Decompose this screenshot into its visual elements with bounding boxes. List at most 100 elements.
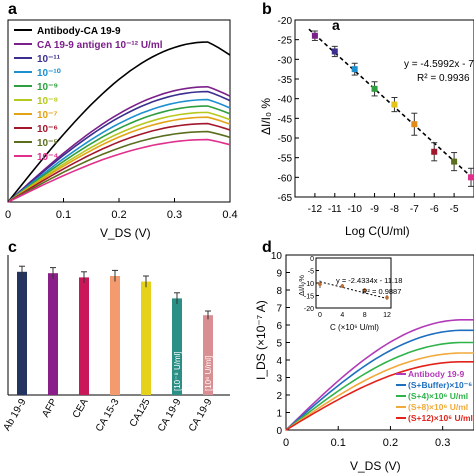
inset-ytick-label: -10 bbox=[304, 281, 314, 288]
panel-d-ytick-label: 10 bbox=[271, 251, 283, 262]
panel-b-xtick-label: -8 bbox=[390, 204, 399, 215]
panel-d-legend-label: (S+8)×10⁶ U/ml bbox=[408, 402, 468, 412]
panel-a-curve bbox=[7, 138, 231, 203]
panel-c-bar bbox=[172, 298, 182, 395]
panel-letter-b: b bbox=[262, 1, 272, 18]
panel-d-ytick-label: 3 bbox=[276, 374, 282, 385]
panel-d-ytick-label: 0 bbox=[276, 426, 282, 437]
inset-point bbox=[385, 295, 389, 300]
panel-a-legend-label: 10⁻¹⁰ bbox=[37, 68, 61, 79]
panel-c-category-label: AFP bbox=[40, 397, 59, 420]
panel-a-legend-label: 10⁻⁶ bbox=[37, 124, 58, 135]
panel-d-xtick-label: 0.2 bbox=[383, 437, 398, 449]
panel-c-bar bbox=[141, 281, 151, 395]
inset-point bbox=[362, 288, 367, 292]
panel-a-curve bbox=[7, 90, 231, 203]
panel-b-ytick-label: -60 bbox=[278, 173, 293, 184]
panel-letter-d: d bbox=[262, 239, 272, 256]
panel-a-xtick-label: 0.1 bbox=[56, 209, 71, 221]
panel-b-ytick-label: -65 bbox=[278, 193, 293, 204]
inset-point bbox=[340, 284, 345, 288]
panel-b-point bbox=[371, 85, 378, 92]
panel-c-category-label: CA 15-3 bbox=[94, 397, 122, 434]
panel-a-curve bbox=[7, 111, 231, 203]
panel-b-ytick-label: -25 bbox=[278, 36, 293, 47]
panel-b-ytick-label: -40 bbox=[278, 95, 293, 106]
panel-a-curve bbox=[7, 105, 231, 203]
panel-d-legend-label: (S+4)×10⁶ U/ml bbox=[408, 391, 468, 401]
panel-d-ytick-label: 2 bbox=[276, 391, 282, 402]
panel-c-bar bbox=[79, 277, 89, 395]
panel-b-point bbox=[331, 48, 338, 55]
inset-ytick-label: 0 bbox=[310, 256, 314, 263]
panel-d-legend-label: (S+Buffer)×10⁻⁶ bbox=[408, 380, 472, 390]
panel-b-r2: R² = 0.9936 bbox=[417, 73, 470, 84]
panel-b-xtick-label: -5 bbox=[450, 204, 459, 215]
panel-c-bar bbox=[17, 271, 27, 395]
panel-a-legend-label: 10⁻⁹ bbox=[37, 82, 58, 93]
panel-c-bar bbox=[110, 276, 120, 395]
inset-r2: R² = 0.9887 bbox=[362, 287, 401, 296]
panel-d-curve bbox=[285, 352, 474, 431]
panel-b-point bbox=[391, 101, 398, 108]
panel-b-ytick-label: -35 bbox=[278, 75, 293, 86]
panel-b-frame bbox=[294, 19, 474, 198]
panel-c-category-label: CA 19-9 bbox=[187, 397, 215, 434]
panel-b-ytick-label: -45 bbox=[278, 114, 293, 125]
panel-a-legend-label: 10⁻¹¹ bbox=[37, 54, 61, 65]
panel-b-ytick-label: -20 bbox=[278, 16, 293, 27]
panel-d-ytick-label: 6 bbox=[276, 321, 282, 332]
panel-d-ytick-label: 8 bbox=[276, 286, 282, 297]
panel-d-ytick-label: 9 bbox=[276, 269, 282, 280]
panel-c-category-label: CEA bbox=[71, 397, 91, 421]
panel-c-bar-label: [10⁻⁸ U/ml] bbox=[173, 351, 182, 391]
panel-c-category-label: CA125 bbox=[128, 397, 153, 429]
panel-d-ytick-label: 7 bbox=[276, 304, 282, 315]
panel-d-ytick-label: 5 bbox=[276, 339, 282, 350]
panel-b-point bbox=[351, 66, 358, 73]
inset-fit-equation: y = -2.4334x - 11.18 bbox=[336, 276, 402, 285]
panel-d-curve bbox=[285, 341, 474, 431]
panel-b-xtick-label: -10 bbox=[347, 204, 362, 215]
panel-d-xlabel: V_DS (V) bbox=[350, 459, 401, 473]
panel-b-xtick-label: -7 bbox=[410, 204, 419, 215]
panel-c-category-label: CA 19-9 bbox=[156, 397, 184, 434]
panel-d-ytick-label: 4 bbox=[276, 356, 282, 367]
panel-c-plot: Ab 19-9 AFP CEA CA 15-3 CA125 CA 19-9[10⁻⁸ U/… bbox=[2, 255, 230, 434]
panel-a-curve bbox=[7, 122, 231, 203]
panel-b-ytick-label: -50 bbox=[278, 134, 293, 145]
panel-b-point bbox=[411, 121, 418, 128]
panel-b-plot: -20 -25 -30 -35 -40 -45 -50 -55 -60 -65 -12 -11 -10… bbox=[259, 16, 474, 238]
panel-a-curve bbox=[7, 41, 231, 203]
panel-d-ytick-label: 1 bbox=[276, 409, 282, 420]
panel-c-bar bbox=[48, 273, 58, 395]
panel-a-legend-label: 10⁻⁸ bbox=[37, 96, 58, 107]
inset-ytick-label: -15 bbox=[304, 294, 314, 301]
inset-xlabel: C (×10⁶ U/ml) bbox=[330, 323, 379, 332]
panel-a-xtick-label: 0.2 bbox=[111, 209, 126, 221]
panel-c-bar-label: [10⁶ U/ml] bbox=[204, 356, 213, 391]
panel-a-legend-label: CA 19-9 antigen 10⁻¹² U/ml bbox=[37, 40, 163, 51]
inset-ylabel: ΔI/I₀% bbox=[297, 275, 306, 296]
inset-fit-line bbox=[319, 281, 388, 299]
panel-d-curve bbox=[285, 360, 474, 431]
panel-a-xtick-label: 0.4 bbox=[222, 209, 237, 221]
panel-a-plot: Antibody-CA 19-9 CA 19-9 antigen 10⁻¹² U/… bbox=[5, 19, 238, 240]
panel-b-ytick-label: -55 bbox=[278, 154, 293, 165]
panel-d-curve bbox=[285, 329, 474, 431]
panel-a-curve bbox=[7, 116, 231, 203]
inset-frame bbox=[315, 257, 392, 309]
panel-d-ylabel: I_DS (×10⁻⁷ A) bbox=[254, 300, 268, 380]
inset-ytick-label: -5 bbox=[308, 269, 314, 276]
panel-a-curve bbox=[7, 85, 231, 203]
panel-b-xtick-label: -12 bbox=[308, 204, 323, 215]
inset-xtick-label: 8 bbox=[363, 312, 367, 319]
panel-b-ytick-label: -30 bbox=[278, 55, 293, 66]
panel-d-xtick-label: 0.1 bbox=[331, 437, 346, 449]
inset-xtick-label: 12 bbox=[383, 312, 391, 319]
panel-letter-c: c bbox=[8, 239, 17, 256]
panel-d-xtick-label: 0.3 bbox=[435, 437, 450, 449]
panel-b-point bbox=[431, 148, 438, 155]
panel-b-xtick-label: -9 bbox=[370, 204, 379, 215]
